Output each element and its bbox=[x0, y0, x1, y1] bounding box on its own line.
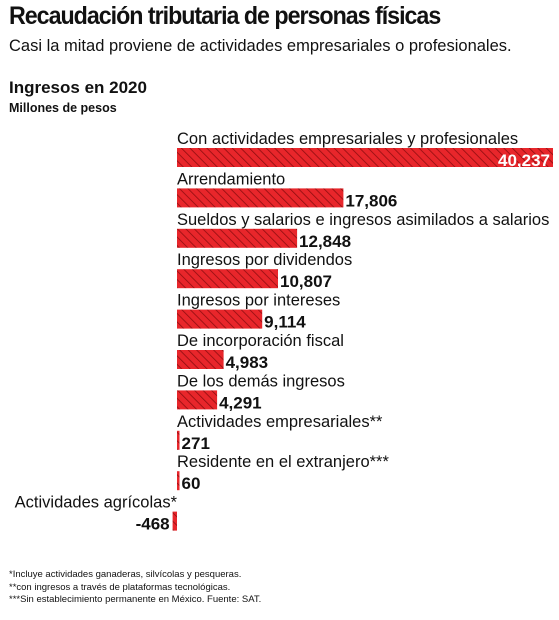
section-title: Ingresos en 2020 bbox=[9, 78, 147, 97]
category-label: De incorporación fiscal bbox=[177, 332, 344, 350]
value-label: 10,807 bbox=[280, 272, 332, 291]
category-label: Sueldos y salarios e ingresos asimilados… bbox=[177, 211, 549, 229]
category-label: Actividades agrícolas* bbox=[15, 494, 178, 512]
category-label: Con actividades empresariales y profesio… bbox=[177, 130, 518, 148]
category-label: Ingresos por dividendos bbox=[177, 251, 352, 269]
value-label: 12,848 bbox=[299, 232, 351, 251]
footnote-1: *Incluye actividades ganaderas, silvícol… bbox=[9, 569, 242, 580]
chart-subtitle: Casi la mitad proviene de actividades em… bbox=[9, 37, 512, 55]
bar bbox=[177, 148, 553, 167]
bar bbox=[177, 471, 180, 491]
unit-label: Millones de pesos bbox=[9, 101, 117, 115]
bar bbox=[177, 430, 180, 450]
bar bbox=[177, 269, 278, 289]
bar bbox=[172, 511, 177, 531]
value-label: -468 bbox=[136, 515, 170, 534]
value-label: 4,291 bbox=[219, 393, 262, 412]
bar bbox=[177, 188, 344, 208]
footnote-2: **con ingresos a través de plataformas t… bbox=[9, 581, 231, 593]
footnote-3: ***Sin establecimiento permanente en Méx… bbox=[9, 594, 262, 605]
footnotes: *Incluye actividades ganaderas, silvícol… bbox=[9, 569, 261, 607]
bar bbox=[177, 309, 263, 329]
value-label: 271 bbox=[182, 434, 210, 453]
value-label: 4,983 bbox=[226, 353, 269, 372]
bar bbox=[177, 390, 218, 410]
chart-title: Recaudación tributaria de personas físic… bbox=[9, 2, 441, 30]
value-label: 9,114 bbox=[264, 313, 306, 332]
category-label: Arrendamiento bbox=[177, 170, 285, 188]
category-label: De los demás ingresos bbox=[177, 372, 345, 390]
category-label: Ingresos por intereses bbox=[177, 292, 340, 310]
category-label: Residente en el extranjero*** bbox=[177, 453, 389, 471]
bar bbox=[177, 350, 224, 369]
bar bbox=[177, 228, 298, 248]
value-label: 60 bbox=[182, 474, 201, 493]
bar-chart: Con actividades empresariales y profesio… bbox=[15, 130, 553, 534]
value-label: 17,806 bbox=[345, 191, 397, 210]
category-label: Actividades empresariales** bbox=[177, 413, 383, 431]
value-label: 40,237 bbox=[498, 151, 550, 170]
